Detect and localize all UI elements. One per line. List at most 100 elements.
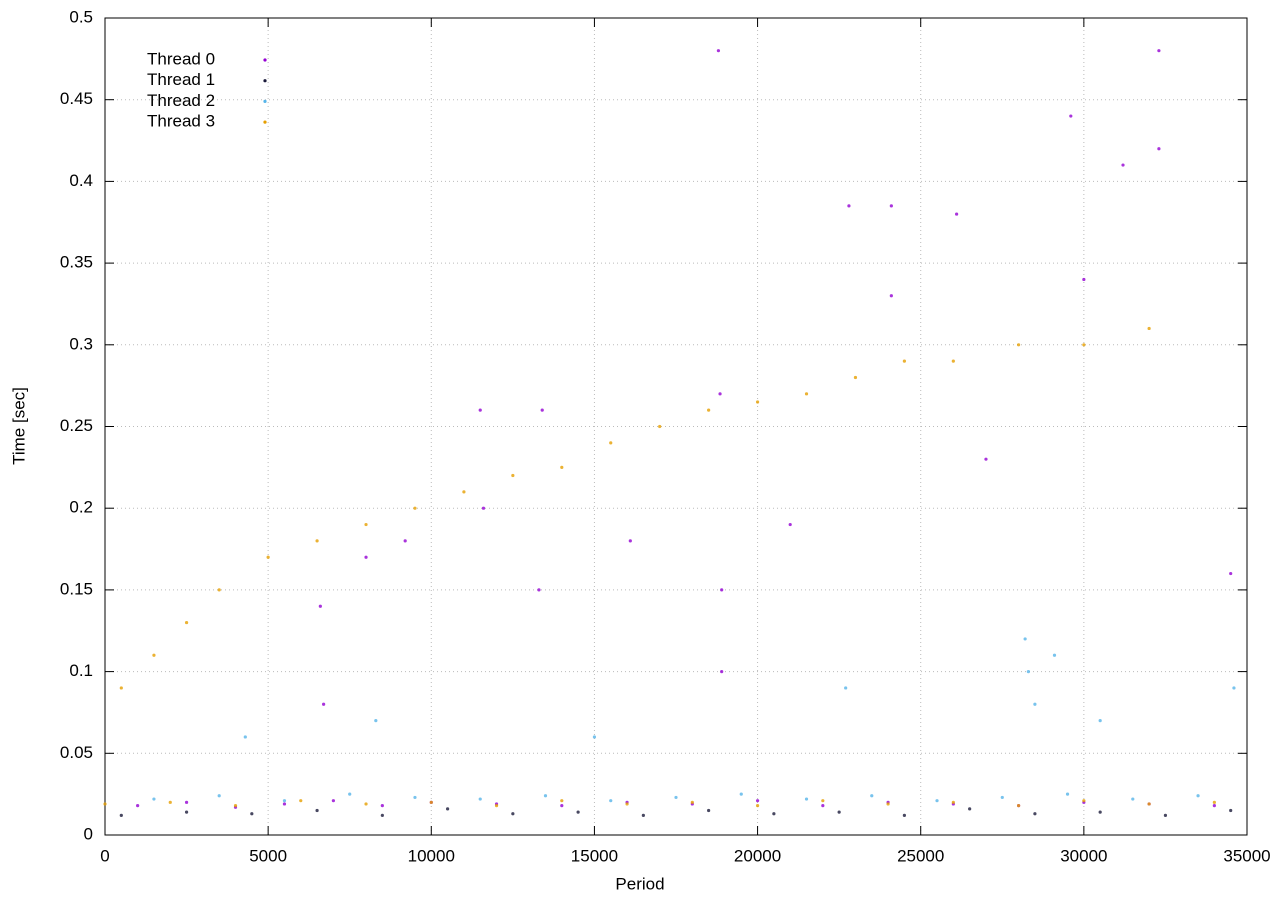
- point: [1052, 653, 1057, 657]
- point: [103, 802, 107, 806]
- point: [374, 719, 378, 723]
- legend-marker: [263, 99, 267, 103]
- x-tick-label: 15000: [571, 846, 618, 865]
- point: [592, 735, 597, 739]
- point: [403, 539, 407, 543]
- point: [1000, 795, 1004, 800]
- point: [837, 810, 841, 814]
- point: [955, 212, 959, 216]
- point: [804, 392, 809, 396]
- point: [1212, 803, 1216, 808]
- legend-label: Thread 0: [147, 49, 215, 68]
- point: [847, 204, 851, 208]
- y-tick-label: 0.05: [60, 743, 93, 762]
- point: [870, 794, 874, 798]
- point: [413, 506, 417, 510]
- point: [152, 797, 156, 801]
- point: [540, 408, 544, 412]
- point: [560, 799, 564, 803]
- point: [1229, 571, 1233, 576]
- point: [233, 803, 238, 808]
- point: [609, 799, 613, 803]
- point: [628, 539, 632, 543]
- point: [152, 653, 156, 657]
- point: [315, 539, 319, 543]
- point: [690, 800, 694, 804]
- x-tick-label: 35000: [1223, 846, 1270, 865]
- point: [739, 792, 743, 796]
- point: [462, 490, 466, 494]
- x-tick-label: 20000: [734, 846, 781, 865]
- legend-marker: [263, 120, 267, 124]
- point: [788, 522, 792, 527]
- point: [184, 800, 189, 804]
- point: [429, 800, 433, 804]
- point: [1065, 792, 1070, 796]
- point: [478, 797, 482, 801]
- point: [364, 802, 368, 806]
- point: [625, 802, 629, 806]
- point: [1121, 163, 1125, 167]
- point: [1033, 702, 1037, 706]
- point: [951, 359, 955, 363]
- y-tick-label: 0.3: [69, 334, 93, 353]
- point: [494, 803, 499, 808]
- point: [755, 799, 760, 803]
- point: [266, 555, 270, 559]
- point: [1017, 803, 1021, 808]
- point: [935, 799, 939, 803]
- y-tick-label: 0.2: [69, 498, 93, 517]
- plot-frame: [104, 17, 1248, 836]
- point: [315, 808, 319, 813]
- point: [478, 408, 482, 412]
- point: [718, 392, 722, 396]
- point: [348, 792, 352, 796]
- point: [1196, 794, 1200, 798]
- y-tick-label: 0.45: [60, 89, 93, 108]
- point: [1147, 802, 1151, 806]
- point: [755, 400, 760, 404]
- point: [641, 813, 645, 817]
- point: [380, 803, 384, 808]
- legend-label: Thread 2: [147, 91, 215, 110]
- point: [1131, 797, 1135, 801]
- point: [707, 408, 711, 412]
- point: [1098, 810, 1102, 814]
- y-tick-label: 0.15: [60, 579, 93, 598]
- point: [1023, 637, 1027, 641]
- x-tick-label: 0: [100, 846, 109, 865]
- point: [889, 204, 893, 208]
- point: [1098, 719, 1102, 723]
- point: [804, 797, 809, 801]
- point: [119, 813, 123, 817]
- point: [331, 799, 335, 803]
- point: [380, 813, 384, 817]
- point: [1017, 343, 1021, 347]
- point: [720, 670, 724, 674]
- point: [1163, 813, 1168, 817]
- point: [772, 812, 776, 816]
- point: [560, 465, 564, 469]
- point: [511, 473, 515, 478]
- point: [243, 735, 247, 739]
- point: [543, 794, 548, 798]
- point: [951, 800, 955, 804]
- point: [609, 441, 613, 445]
- point: [250, 812, 254, 816]
- y-tick-label: 0.4: [69, 171, 93, 190]
- point: [707, 808, 711, 813]
- y-tick-label: 0.1: [69, 661, 93, 680]
- x-tick-label: 25000: [897, 846, 944, 865]
- point: [1157, 49, 1161, 53]
- point: [1082, 799, 1086, 803]
- point: [576, 810, 580, 814]
- point: [1033, 812, 1037, 816]
- point: [282, 799, 287, 803]
- point: [413, 795, 417, 800]
- point: [1147, 326, 1151, 331]
- point: [318, 604, 322, 608]
- point: [217, 794, 221, 798]
- point: [184, 620, 189, 625]
- point: [560, 803, 564, 808]
